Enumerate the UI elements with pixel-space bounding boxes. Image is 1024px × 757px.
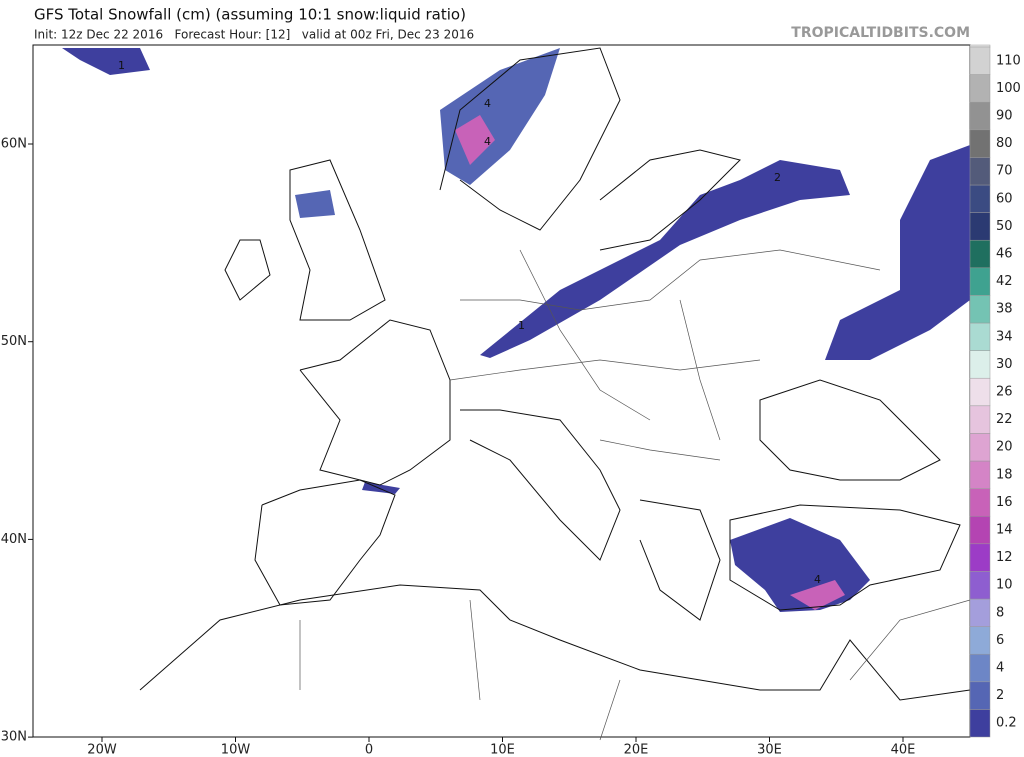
colorbar-segment bbox=[969, 681, 991, 710]
colorbar-segment bbox=[969, 377, 991, 407]
lon-label: 10E bbox=[490, 743, 515, 757]
colorbar-label: 12 bbox=[996, 550, 1013, 565]
coastlines bbox=[139, 47, 971, 701]
colorbar-segment bbox=[969, 46, 991, 75]
colorbar-segment bbox=[969, 184, 991, 213]
title: GFS Total Snowfall (cm) (assuming 10:1 s… bbox=[34, 6, 466, 24]
lon-label: 20E bbox=[624, 743, 649, 757]
colorbar-label: 22 bbox=[996, 412, 1013, 427]
lat-label: 50N bbox=[1, 334, 27, 349]
lat-label: 30N bbox=[1, 730, 27, 745]
lon-label: 20W bbox=[87, 743, 117, 757]
colorbar-segment bbox=[969, 709, 991, 738]
colorbar-label: 46 bbox=[996, 247, 1013, 262]
colorbar-label: 34 bbox=[996, 329, 1013, 344]
colorbar-label: 26 bbox=[996, 385, 1013, 400]
subtitle: Init: 12z Dec 22 2016 Forecast Hour: [12… bbox=[34, 28, 474, 42]
colorbar-segment bbox=[969, 322, 991, 351]
contour-label: 2 bbox=[774, 171, 781, 184]
colorbar-label: 70 bbox=[996, 164, 1013, 179]
colorbar-segment bbox=[969, 157, 991, 186]
lon-label: 0 bbox=[365, 743, 373, 757]
colorbar-segment bbox=[969, 515, 991, 545]
contour-label: 1 bbox=[518, 319, 525, 332]
colorbar-label: 38 bbox=[996, 302, 1013, 317]
colorbar-segment bbox=[969, 543, 991, 572]
colorbar-label: 0.2 bbox=[996, 716, 1017, 731]
colorbar-segment bbox=[969, 350, 991, 379]
contour-label: 4 bbox=[484, 135, 491, 148]
lon-label: 10W bbox=[221, 743, 251, 757]
colorbar-label: 110 bbox=[996, 53, 1021, 68]
colorbar-label: 42 bbox=[996, 274, 1013, 289]
colorbar-label: 30 bbox=[996, 357, 1013, 372]
colorbar-label: 14 bbox=[996, 523, 1013, 538]
colorbar-segment bbox=[969, 212, 991, 241]
contour-label: 4 bbox=[484, 97, 491, 110]
colorbar-label: 80 bbox=[996, 136, 1013, 151]
colorbar-label: 50 bbox=[996, 219, 1013, 234]
colorbar-segment bbox=[969, 267, 991, 296]
colorbar-segment bbox=[969, 626, 991, 655]
colorbar-label: 100 bbox=[996, 81, 1021, 96]
colorbar-segment bbox=[969, 598, 991, 627]
colorbar-label: 8 bbox=[996, 605, 1004, 620]
colorbar-segment bbox=[969, 101, 991, 131]
colorbar-label: 2 bbox=[996, 688, 1004, 703]
lat-label: 40N bbox=[1, 532, 27, 547]
colorbar-segment bbox=[969, 653, 991, 683]
source: TROPICALTIDBITS.COM bbox=[791, 25, 970, 41]
colorbar-label: 16 bbox=[996, 495, 1013, 510]
colorbar-label: 20 bbox=[996, 440, 1013, 455]
map-frame: 1 4 4 2 1 4 bbox=[32, 44, 971, 741]
colorbar-label: 90 bbox=[996, 109, 1013, 124]
contour-label: 4 bbox=[814, 573, 821, 586]
colorbar-segment bbox=[969, 239, 991, 269]
colorbar-top bbox=[969, 44, 991, 48]
contour-labels: 1 4 4 2 1 4 bbox=[118, 59, 821, 586]
lon-label: 30E bbox=[757, 743, 782, 757]
colorbar-segment bbox=[969, 571, 991, 600]
colorbar-segment bbox=[969, 405, 991, 434]
lat-label: 60N bbox=[1, 137, 27, 152]
contour-label: 1 bbox=[118, 59, 125, 72]
colorbar-label: 60 bbox=[996, 191, 1013, 206]
colorbar-segment bbox=[969, 129, 991, 158]
colorbar-label: 18 bbox=[996, 467, 1013, 482]
lon-label: 40E bbox=[891, 743, 916, 757]
colorbar-label: 10 bbox=[996, 578, 1013, 593]
colorbar-segment bbox=[969, 433, 991, 462]
colorbar-segment bbox=[969, 488, 991, 517]
colorbar-segment bbox=[969, 460, 991, 489]
country-borders bbox=[299, 249, 971, 741]
colorbar-segment bbox=[969, 74, 991, 103]
colorbar-segment bbox=[969, 295, 991, 324]
colorbar-label: 6 bbox=[996, 633, 1004, 648]
colorbar-label: 4 bbox=[996, 661, 1004, 676]
